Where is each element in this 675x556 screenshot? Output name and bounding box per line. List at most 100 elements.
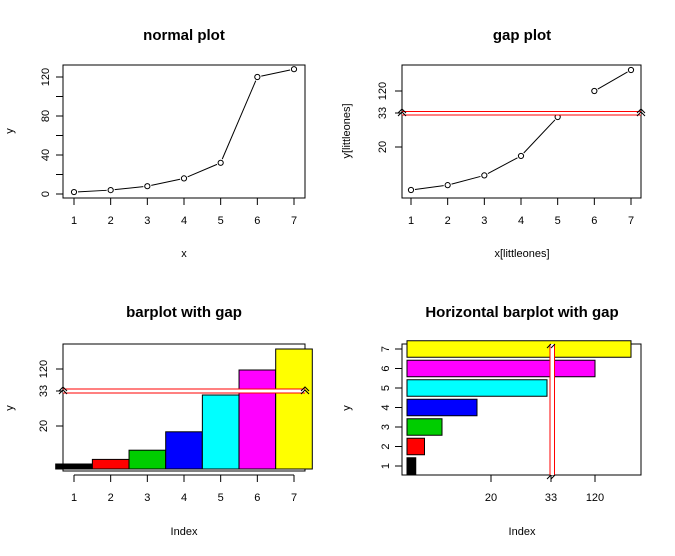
gap-band [63, 389, 305, 393]
y-tick-label: 40 [40, 149, 52, 161]
bar [406, 418, 443, 436]
y-tick-label: 3 [380, 424, 392, 430]
y-tick-label: 120 [377, 82, 389, 100]
bar [165, 431, 203, 470]
y-axis: 0 40 80 120 [40, 68, 64, 197]
data-point [517, 152, 525, 160]
x-tick-label: 6 [254, 215, 260, 227]
y-tick-label: 1 [380, 463, 392, 469]
bar [275, 348, 313, 470]
bar [406, 437, 425, 456]
x-tick-label: 4 [181, 215, 187, 227]
gap-band [550, 344, 555, 475]
y-axis-label: y [341, 405, 353, 411]
bar [238, 369, 277, 470]
x-tick-label: 1 [408, 215, 414, 227]
data-point [107, 187, 114, 194]
data-point [481, 172, 488, 179]
bar [128, 449, 167, 470]
bar [55, 463, 93, 470]
chart-title: Horizontal barplot with gap [425, 304, 618, 321]
data-point [290, 66, 298, 73]
bar [406, 457, 417, 475]
x-tick-label: 3 [144, 492, 150, 504]
series [407, 66, 635, 194]
y-axis-label: y [4, 128, 16, 134]
x-axis: 1 2 3 4 5 6 7 [71, 197, 297, 227]
y-axis: 20 33 120 [377, 82, 403, 153]
x-tick-label: 5 [218, 492, 224, 504]
chart-title: normal plot [143, 27, 225, 44]
x-tick-label: 7 [291, 492, 297, 504]
y-axis: 1 2 3 4 5 6 7 [380, 346, 403, 469]
y-tick-label: 120 [38, 360, 50, 378]
data-point [217, 159, 224, 166]
x-axis-label: x [181, 248, 187, 260]
x-tick-label: 7 [628, 215, 634, 227]
bar [406, 398, 478, 417]
data-point [144, 183, 151, 190]
x-tick-label: 7 [291, 215, 297, 227]
panel-barplot-with-gap: barplot with gap Index y 1 2 3 4 5 6 7 20 33 120 [4, 304, 313, 538]
y-tick-label: 120 [40, 68, 52, 86]
line-segment [597, 71, 628, 90]
bars [55, 348, 313, 470]
x-axis: 1 2 3 4 5 6 7 [71, 474, 297, 504]
axis-break-left [397, 108, 407, 117]
x-tick-label: 33 [545, 492, 557, 504]
x-tick-label: 2 [445, 215, 451, 227]
gap-marker [397, 108, 646, 117]
line-segment [487, 157, 518, 174]
x-tick-label: 20 [485, 492, 497, 504]
axis-break-left [58, 386, 68, 395]
y-tick-label: 6 [380, 365, 392, 371]
x-tick-label: 4 [181, 492, 187, 504]
x-tick-label: 1 [71, 215, 77, 227]
gap-marker [546, 343, 556, 480]
x-tick-label: 4 [518, 215, 524, 227]
x-tick-label: 6 [254, 492, 260, 504]
data-point [591, 87, 598, 95]
gap-band [402, 111, 641, 115]
line-segment [523, 119, 556, 154]
y-tick-label: 33 [38, 385, 50, 397]
axis-break-right [300, 386, 310, 395]
bar [406, 340, 632, 358]
bars [406, 340, 632, 475]
axis-break-top [546, 343, 556, 349]
line-segment [187, 163, 218, 178]
line-segment [414, 185, 444, 190]
x-axis: 20 33 120 [485, 474, 604, 504]
chart-title: barplot with gap [126, 304, 242, 321]
y-tick-label: 20 [377, 141, 389, 153]
bar [406, 359, 596, 378]
panel-gap-plot: gap plot x[littleones] y[littleones] 1 2 3… [341, 27, 646, 260]
x-tick-label: 2 [108, 215, 114, 227]
line-segment [114, 186, 144, 191]
y-tick-label: 2 [380, 443, 392, 449]
x-axis-label: Index [171, 526, 198, 538]
x-tick-label: 120 [586, 492, 604, 504]
chart-title: gap plot [493, 27, 551, 44]
x-tick-label: 5 [218, 215, 224, 227]
y-tick-label: 4 [380, 404, 392, 410]
data-point [180, 175, 188, 182]
x-tick-label: 6 [591, 215, 597, 227]
x-tick-label: 3 [144, 215, 150, 227]
x-axis: 1 2 3 4 5 6 7 [408, 197, 634, 227]
line-segment [261, 69, 291, 77]
bar [201, 394, 240, 470]
data-point [627, 66, 635, 74]
panel-normal-plot: normal plot x y 1 2 3 4 5 6 7 0 40 80 120 [4, 27, 306, 260]
y-axis: 20 33 120 [38, 360, 64, 432]
line-segment [221, 80, 257, 160]
axis-break-right [636, 108, 646, 117]
plot-frame [62, 64, 306, 199]
series [70, 66, 298, 196]
y-tick-label: 20 [38, 420, 50, 432]
data-point [407, 186, 415, 194]
bar [406, 379, 548, 397]
data-point [254, 73, 261, 81]
y-tick-label: 7 [380, 346, 392, 352]
